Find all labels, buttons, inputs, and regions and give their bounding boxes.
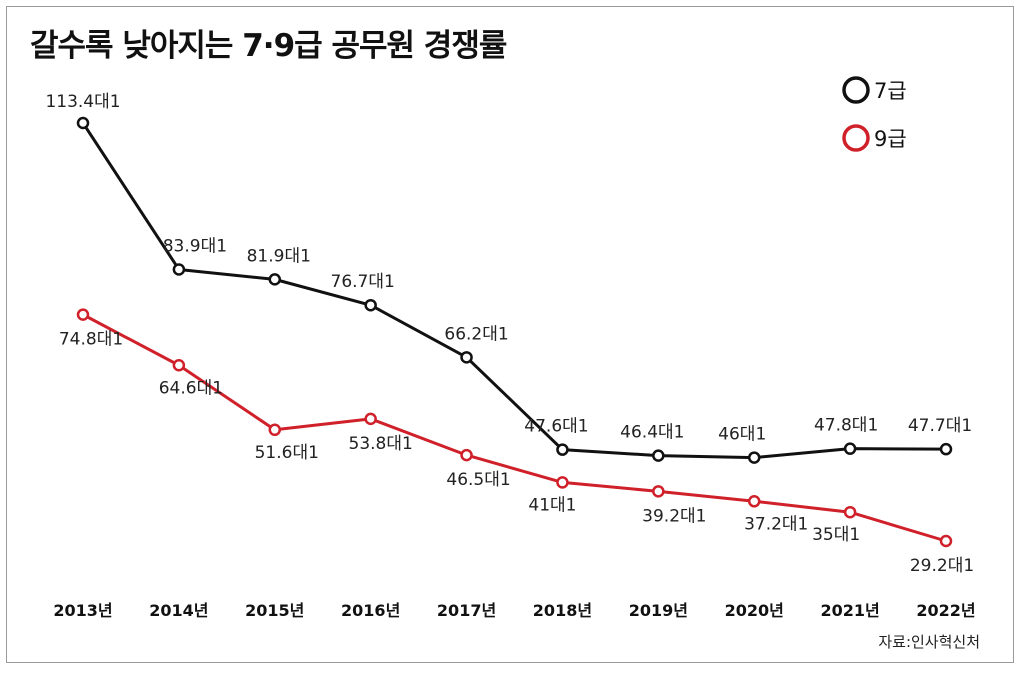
x-tick-label: 2021년 (820, 601, 879, 620)
data-label: 35대1 (812, 525, 860, 545)
data-point (652, 449, 665, 462)
data-point (939, 534, 953, 548)
data-point (556, 476, 569, 489)
data-point (76, 116, 90, 130)
data-label: 46.4대1 (620, 423, 684, 443)
data-label: 46.5대1 (446, 470, 510, 490)
data-label: 81.9대1 (247, 246, 311, 266)
legend-marker (842, 76, 870, 104)
x-tick-label: 2018년 (533, 601, 592, 620)
data-point (460, 351, 473, 364)
data-label: 64.6대1 (159, 378, 223, 398)
data-label: 83.9대1 (163, 236, 227, 256)
data-point (460, 448, 473, 462)
x-tick-label: 2014년 (149, 601, 208, 620)
data-point (268, 423, 282, 437)
data-label: 51.6대1 (255, 443, 319, 463)
data-point (268, 273, 282, 286)
data-label: 74.8대1 (59, 330, 123, 350)
data-label: 47.7대1 (908, 416, 972, 436)
data-point (76, 308, 90, 321)
data-point (747, 495, 761, 508)
data-point (843, 442, 857, 455)
data-label: 66.2대1 (444, 324, 508, 344)
data-label: 41대1 (528, 495, 576, 515)
data-label: 47.8대1 (814, 416, 878, 436)
source-note: 자료:인사혁신처 (878, 633, 980, 651)
series-line-grade7 (81, 122, 947, 460)
legend-label: 7급 (874, 79, 907, 103)
x-tick-label: 2019년 (629, 601, 688, 620)
data-label: 37.2대1 (744, 514, 808, 534)
legend-label: 9급 (874, 127, 907, 151)
x-tick-label: 2016년 (341, 601, 400, 620)
data-point (939, 442, 953, 456)
data-label: 76.7대1 (331, 272, 395, 292)
x-tick-label: 2015년 (245, 601, 304, 620)
chart-frame (6, 6, 1014, 663)
data-point (364, 412, 377, 426)
data-label: 53.8대1 (349, 434, 413, 454)
x-tick-label: 2020년 (725, 601, 784, 620)
series-line-grade9 (82, 313, 947, 543)
data-point (364, 298, 377, 312)
chart-title: 갈수록 낮아지는 7·9급 공무원 경쟁률 (30, 28, 507, 64)
data-point (172, 263, 186, 276)
data-point (747, 451, 761, 464)
data-point (556, 443, 569, 456)
legend-marker (842, 124, 870, 152)
data-label: 46대1 (718, 425, 766, 445)
data-point (843, 505, 857, 519)
data-label: 113.4대1 (45, 92, 120, 112)
data-label: 39.2대1 (642, 506, 706, 526)
x-tick-label: 2013년 (53, 601, 112, 620)
x-tick-label: 2022년 (916, 601, 975, 620)
data-point (652, 485, 665, 498)
data-label: 47.6대1 (524, 417, 588, 437)
data-label: 29.2대1 (910, 556, 974, 576)
x-tick-label: 2017년 (437, 601, 496, 620)
data-point (172, 359, 186, 372)
